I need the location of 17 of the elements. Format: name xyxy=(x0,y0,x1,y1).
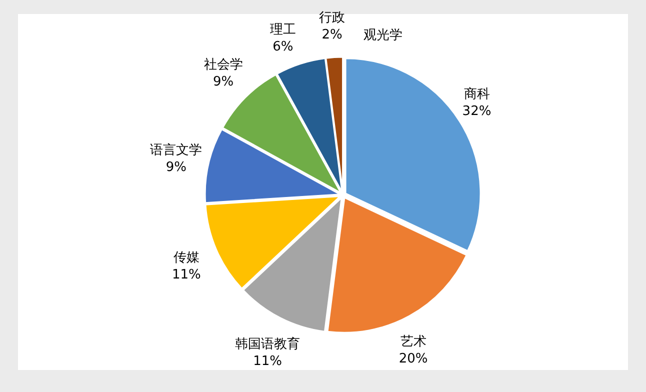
slice-label: 传媒 xyxy=(173,250,200,266)
slice-label: 理工 xyxy=(270,22,296,38)
data-label: 11% xyxy=(172,268,201,282)
data-label: 11% xyxy=(253,354,282,369)
slice-label: 商科 xyxy=(464,87,490,102)
slice-label: 韩国语教育 xyxy=(235,336,300,352)
slice-label: 社会学 xyxy=(204,57,243,72)
slice-label: 行政 xyxy=(319,10,346,26)
data-label: 6% xyxy=(272,40,294,55)
category-label: 观光学 xyxy=(364,28,402,43)
data-label: 9% xyxy=(212,74,234,90)
data-label: 2% xyxy=(322,27,342,42)
slice-label: 语言文学 xyxy=(150,142,202,158)
data-label: 20% xyxy=(398,351,428,366)
slice-label: 艺术 xyxy=(400,334,426,350)
data-label: 9% xyxy=(166,160,187,175)
data-label: 32% xyxy=(462,104,492,120)
